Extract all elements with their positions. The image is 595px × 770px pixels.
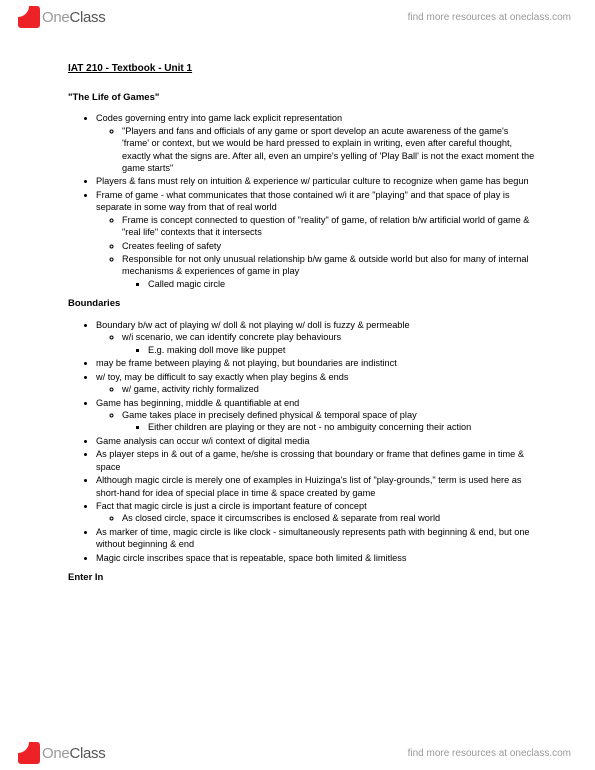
brand-logo-text-footer: OneClass (42, 745, 105, 762)
list-item: Players & fans must rely on intuition & … (96, 175, 537, 187)
list-item-text: "Players and fans and officials of any g… (122, 126, 534, 173)
sub-bullet-list: Game takes place in precisely defined ph… (96, 409, 537, 434)
document-title: IAT 210 - Textbook - Unit 1 (68, 62, 537, 76)
list-item: Boundary b/w act of playing w/ doll & no… (96, 319, 537, 356)
brand-name-part1-footer: One (42, 745, 69, 762)
list-item: Called magic circle (148, 278, 537, 290)
list-item: "Players and fans and officials of any g… (122, 125, 537, 175)
list-item-text: E.g. making doll move like puppet (148, 345, 285, 355)
list-item: Game has beginning, middle & quantifiabl… (96, 397, 537, 434)
section-heading: "The Life of Games" (68, 92, 537, 105)
list-item-text: w/i scenario, we can identify concrete p… (122, 332, 341, 342)
document-content: IAT 210 - Textbook - Unit 1 "The Life of… (68, 62, 537, 593)
list-item: Frame is concept connected to question o… (122, 214, 537, 239)
brand-logo-icon (18, 6, 40, 28)
list-item-text: Codes governing entry into game lack exp… (96, 113, 342, 123)
list-item: Game analysis can occur w/i context of d… (96, 435, 537, 447)
list-item: Game takes place in precisely defined ph… (122, 409, 537, 434)
list-item-text: Called magic circle (148, 279, 225, 289)
bullet-list: Codes governing entry into game lack exp… (68, 112, 537, 290)
list-item: may be frame between playing & not playi… (96, 357, 537, 369)
header-tagline: find more resources at oneclass.com (408, 12, 571, 23)
list-item: As marker of time, magic circle is like … (96, 526, 537, 551)
list-item: Frame of game - what communicates that t… (96, 189, 537, 290)
sections-container: "The Life of Games" Codes governing entry… (68, 92, 537, 585)
brand-logo-footer: OneClass (18, 742, 105, 764)
subsub-bullet-list: E.g. making doll move like puppet (122, 344, 537, 356)
list-item-text: Game analysis can occur w/i context of d… (96, 436, 309, 446)
brand-logo-icon (18, 742, 40, 764)
sub-bullet-list: "Players and fans and officials of any g… (96, 125, 537, 175)
list-item-text: w/ game, activity richly formalized (122, 384, 259, 394)
list-item: Either children are playing or they are … (148, 421, 537, 433)
list-item-text: Fact that magic circle is just a circle … (96, 501, 367, 511)
brand-name-part1: One (42, 9, 69, 26)
list-item-text: Players & fans must rely on intuition & … (96, 176, 529, 186)
list-item: E.g. making doll move like puppet (148, 344, 537, 356)
list-item: Magic circle inscribes space that is rep… (96, 552, 537, 564)
list-item: Codes governing entry into game lack exp… (96, 112, 537, 174)
list-item-text: w/ toy, may be difficult to say exactly … (96, 372, 348, 382)
header-bar: OneClass find more resources at oneclass… (0, 0, 595, 34)
brand-logo: OneClass (18, 6, 105, 28)
list-item-text: As closed circle, space it circumscribes… (122, 513, 440, 523)
list-item: Creates feeling of safety (122, 240, 537, 252)
sub-bullet-list: Frame is concept connected to question o… (96, 214, 537, 291)
list-item: As closed circle, space it circumscribes… (122, 512, 537, 524)
list-item: w/ game, activity richly formalized (122, 383, 537, 395)
list-item: w/i scenario, we can identify concrete p… (122, 331, 537, 356)
brand-name-part2-footer: Class (69, 745, 105, 762)
list-item-text: Game takes place in precisely defined ph… (122, 410, 417, 420)
list-item-text: may be frame between playing & not playi… (96, 358, 397, 368)
list-item-text: Frame of game - what communicates that t… (96, 190, 510, 212)
list-item-text: As marker of time, magic circle is like … (96, 527, 530, 549)
list-item-text: Boundary b/w act of playing w/ doll & no… (96, 320, 410, 330)
list-item-text: Either children are playing or they are … (148, 422, 471, 432)
list-item: As player steps in & out of a game, he/s… (96, 448, 537, 473)
list-item-text: Responsible for not only unusual relatio… (122, 254, 529, 276)
list-item: Although magic circle is merely one of e… (96, 474, 537, 499)
subsub-bullet-list: Called magic circle (122, 278, 537, 290)
footer-tagline: find more resources at oneclass.com (408, 748, 571, 759)
list-item-text: Although magic circle is merely one of e… (96, 475, 521, 497)
list-item-text: Game has beginning, middle & quantifiabl… (96, 398, 299, 408)
brand-logo-text: OneClass (42, 9, 105, 26)
list-item-text: Frame is concept connected to question o… (122, 215, 529, 237)
sub-bullet-list: w/i scenario, we can identify concrete p… (96, 331, 537, 356)
sub-bullet-list: As closed circle, space it circumscribes… (96, 512, 537, 524)
section-heading: Enter In (68, 572, 537, 585)
list-item-text: Magic circle inscribes space that is rep… (96, 553, 406, 563)
sub-bullet-list: w/ game, activity richly formalized (96, 383, 537, 395)
section-heading: Boundaries (68, 298, 537, 311)
footer-bar: OneClass find more resources at oneclass… (0, 736, 595, 770)
list-item-text: Creates feeling of safety (122, 241, 221, 251)
brand-name-part2: Class (69, 9, 105, 26)
list-item: Responsible for not only unusual relatio… (122, 253, 537, 290)
bullet-list: Boundary b/w act of playing w/ doll & no… (68, 319, 537, 564)
list-item-text: As player steps in & out of a game, he/s… (96, 449, 524, 471)
list-item: w/ toy, may be difficult to say exactly … (96, 371, 537, 396)
list-item: Fact that magic circle is just a circle … (96, 500, 537, 525)
subsub-bullet-list: Either children are playing or they are … (122, 421, 537, 433)
